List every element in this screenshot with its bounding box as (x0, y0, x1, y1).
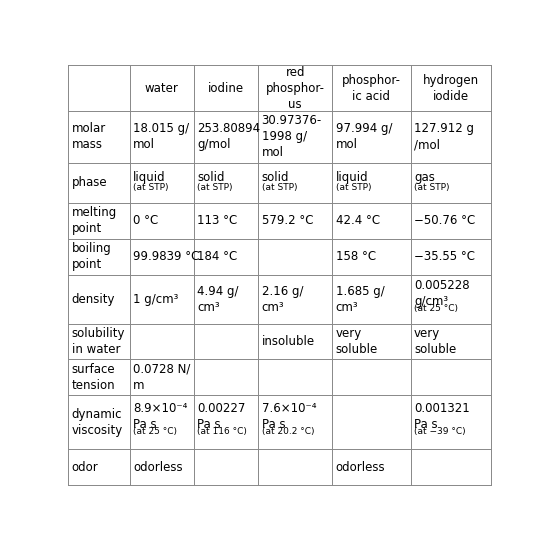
Text: odorless: odorless (336, 461, 385, 474)
Text: 2.16 g/
cm³: 2.16 g/ cm³ (262, 284, 303, 314)
Text: 1.685 g/
cm³: 1.685 g/ cm³ (336, 284, 384, 314)
Text: (at −39 °C): (at −39 °C) (414, 427, 466, 435)
Text: insoluble: insoluble (262, 335, 314, 348)
Text: 99.9839 °C: 99.9839 °C (133, 250, 199, 263)
Text: 0 °C: 0 °C (133, 214, 158, 227)
Text: 8.9×10⁻⁴
Pa s: 8.9×10⁻⁴ Pa s (133, 402, 187, 431)
Text: molar
mass: molar mass (72, 123, 106, 152)
Text: gas: gas (414, 171, 435, 184)
Text: 158 °C: 158 °C (336, 250, 376, 263)
Text: density: density (72, 293, 115, 306)
Text: (at 20.2 °C): (at 20.2 °C) (262, 427, 314, 435)
Text: (at 116 °C): (at 116 °C) (197, 427, 247, 435)
Text: −50.76 °C: −50.76 °C (414, 214, 475, 227)
Text: 253.80894
g/mol: 253.80894 g/mol (197, 123, 260, 152)
Text: −35.55 °C: −35.55 °C (414, 250, 475, 263)
Text: (at STP): (at STP) (197, 183, 233, 192)
Text: (at 25 °C): (at 25 °C) (414, 304, 458, 313)
Text: 4.94 g/
cm³: 4.94 g/ cm³ (197, 284, 239, 314)
Text: (at 25 °C): (at 25 °C) (133, 427, 177, 435)
Text: surface
tension: surface tension (72, 362, 115, 391)
Text: solid: solid (262, 171, 289, 184)
Text: very
soluble: very soluble (336, 327, 378, 356)
Text: (at STP): (at STP) (133, 183, 169, 192)
Text: 7.6×10⁻⁴
Pa s: 7.6×10⁻⁴ Pa s (262, 402, 316, 431)
Text: 113 °C: 113 °C (197, 214, 238, 227)
Text: liquid: liquid (133, 171, 165, 184)
Text: iodine: iodine (208, 82, 244, 95)
Text: hydrogen
iodide: hydrogen iodide (423, 74, 479, 102)
Text: 0.0728 N/
m: 0.0728 N/ m (133, 362, 191, 391)
Text: (at STP): (at STP) (414, 183, 449, 192)
Text: 184 °C: 184 °C (197, 250, 238, 263)
Text: solubility
in water: solubility in water (72, 327, 125, 356)
Text: melting
point: melting point (72, 206, 117, 235)
Text: red
phosphor-
us: red phosphor- us (266, 66, 325, 111)
Text: water: water (145, 82, 179, 95)
Text: odorless: odorless (133, 461, 182, 474)
Text: 30.97376-
1998 g/
mol: 30.97376- 1998 g/ mol (262, 114, 322, 160)
Text: (at STP): (at STP) (336, 183, 371, 192)
Text: odor: odor (72, 461, 98, 474)
Text: liquid: liquid (336, 171, 369, 184)
Text: boiling
point: boiling point (72, 243, 111, 271)
Text: 0.001321
Pa s: 0.001321 Pa s (414, 402, 470, 431)
Text: solid: solid (197, 171, 225, 184)
Text: phosphor-
ic acid: phosphor- ic acid (342, 74, 401, 102)
Text: phase: phase (72, 177, 107, 189)
Text: 18.015 g/
mol: 18.015 g/ mol (133, 123, 189, 152)
Text: very
soluble: very soluble (414, 327, 456, 356)
Text: 0.00227
Pa s: 0.00227 Pa s (197, 402, 246, 431)
Text: 0.005228
g/cm³: 0.005228 g/cm³ (414, 279, 470, 308)
Text: (at STP): (at STP) (262, 183, 297, 192)
Text: dynamic
viscosity: dynamic viscosity (72, 408, 123, 437)
Text: 42.4 °C: 42.4 °C (336, 214, 380, 227)
Text: 1 g/cm³: 1 g/cm³ (133, 293, 179, 306)
Text: 97.994 g/
mol: 97.994 g/ mol (336, 123, 392, 152)
Text: 127.912 g
/mol: 127.912 g /mol (414, 123, 474, 152)
Text: 579.2 °C: 579.2 °C (262, 214, 313, 227)
